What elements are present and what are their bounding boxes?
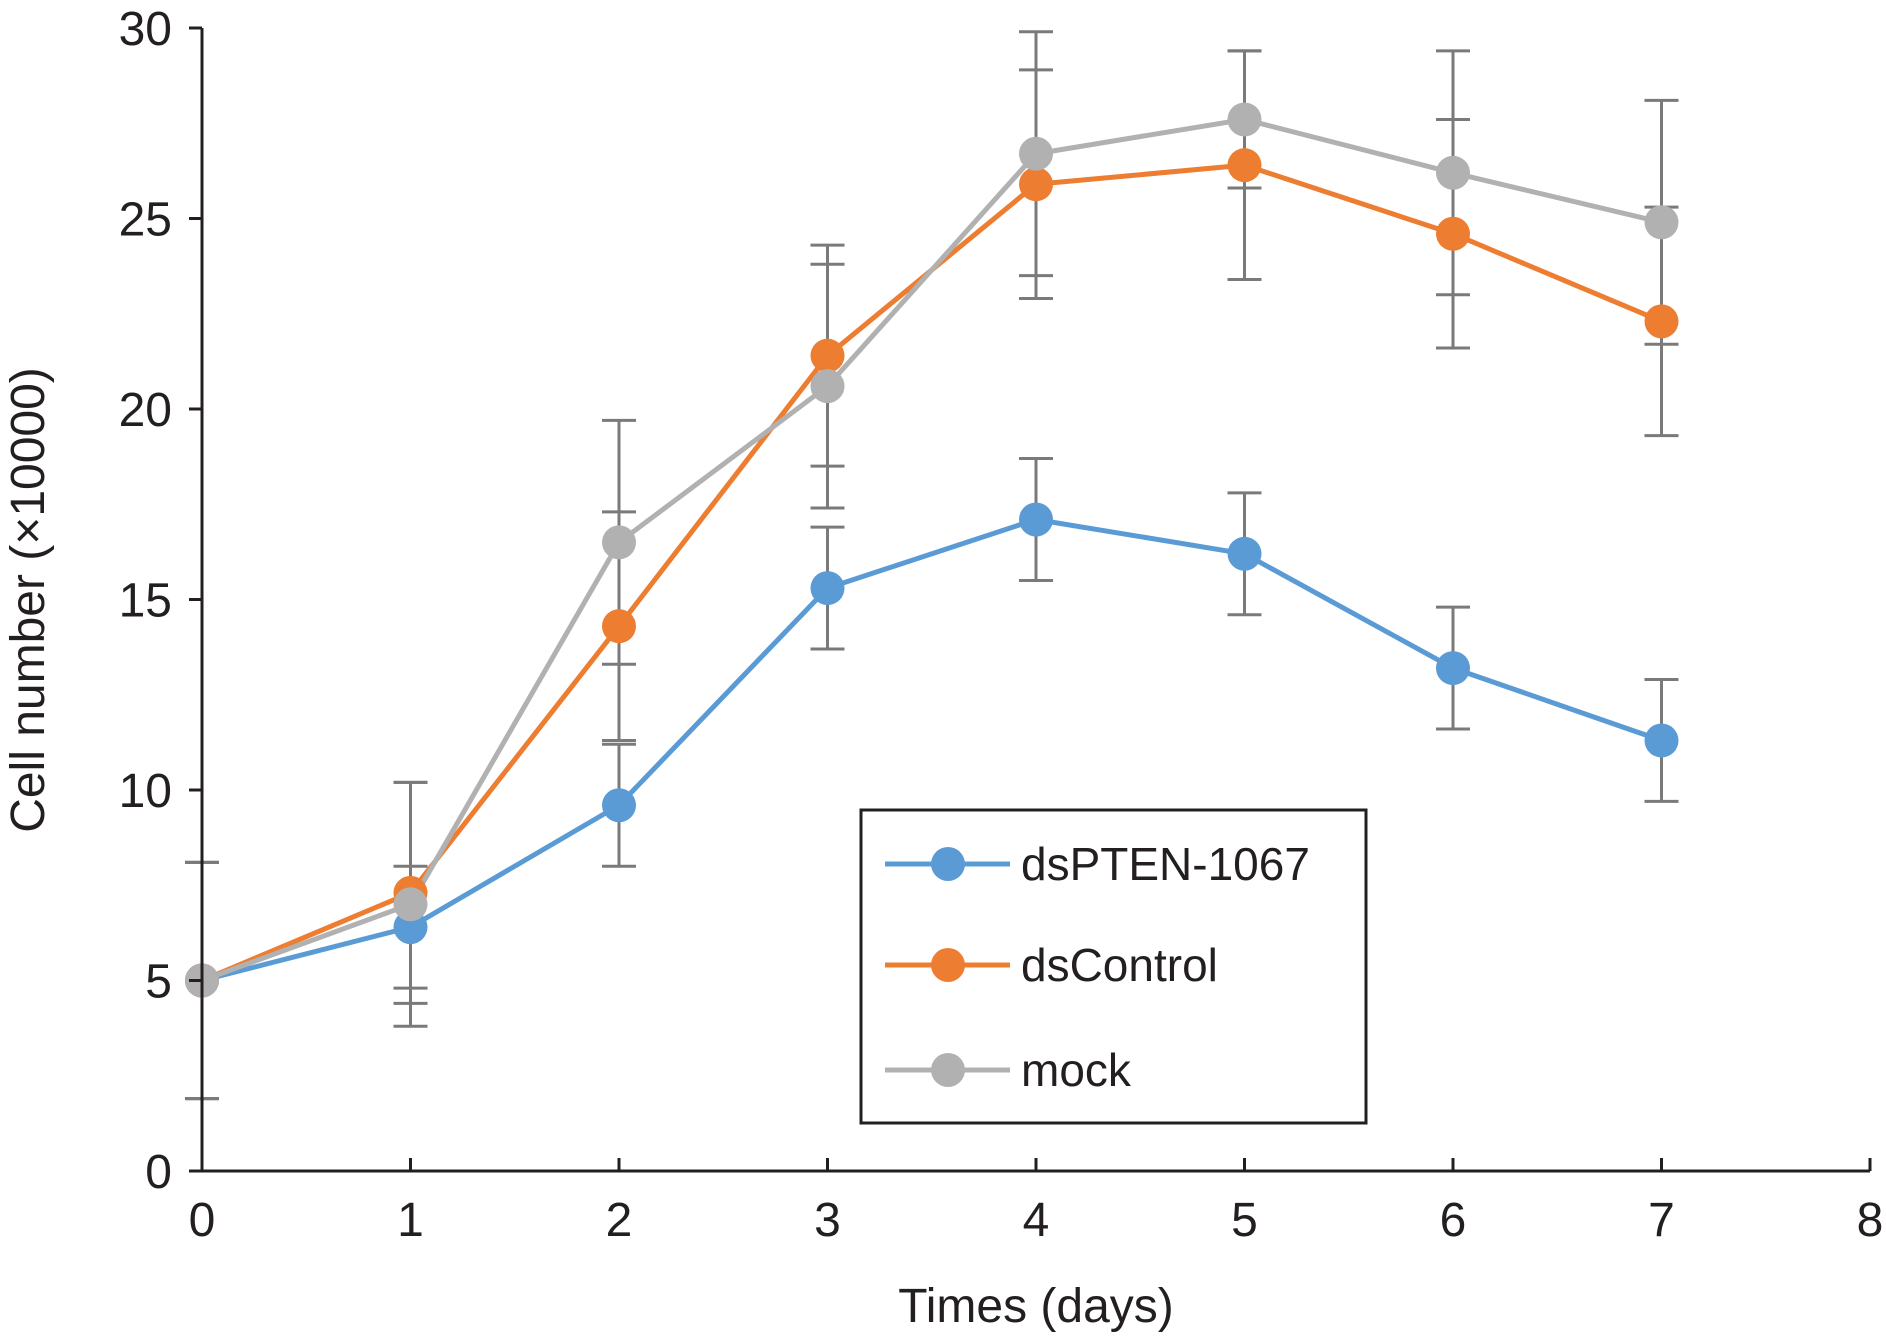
legend-item-dspten-1067: dsPTEN-1067	[885, 838, 1310, 890]
data-point-mock	[1227, 102, 1262, 137]
series-line-dspten-1067	[201, 516, 1663, 983]
y-tick-label: 5	[145, 956, 172, 1009]
x-tick-label: 4	[1023, 1194, 1050, 1247]
legend-marker	[931, 847, 965, 881]
data-point-mock	[1644, 205, 1679, 240]
x-tick-label: 0	[189, 1194, 216, 1247]
data-point-dscontrol	[810, 338, 845, 373]
x-tick-label: 2	[606, 1194, 633, 1247]
legend-label: dsPTEN-1067	[1021, 838, 1310, 890]
data-point-dspten-1067	[1644, 723, 1679, 758]
y-tick-label: 30	[119, 3, 172, 56]
data-point-mock	[602, 525, 636, 560]
x-tick-label: 6	[1440, 1194, 1467, 1247]
x-axis-title: Times (days)	[898, 1280, 1174, 1333]
data-point-dspten-1067	[1227, 536, 1262, 571]
y-axis-title: Cell number (×10000)	[2, 367, 55, 833]
x-tick-label: 8	[1857, 1194, 1884, 1247]
legend-marker	[931, 948, 965, 982]
data-point-mock	[1019, 136, 1053, 171]
x-tick-label: 3	[814, 1194, 841, 1247]
legend-label: dsControl	[1021, 939, 1218, 991]
series-line-mock	[201, 116, 1663, 983]
x-tick-label: 7	[1648, 1194, 1675, 1247]
data-point-dspten-1067	[602, 788, 636, 823]
data-point-dscontrol	[1436, 216, 1470, 251]
y-tick-label: 10	[119, 765, 172, 818]
data-point-mock	[810, 369, 845, 404]
data-point-dscontrol	[602, 609, 636, 644]
series-lines	[201, 116, 1663, 983]
legend-marker	[931, 1053, 965, 1087]
data-point-dspten-1067	[810, 571, 845, 606]
legend-item-dscontrol: dsControl	[885, 939, 1218, 991]
data-point-dspten-1067	[1436, 651, 1470, 686]
data-point-dscontrol	[1019, 167, 1053, 202]
series-markers	[185, 102, 1679, 998]
y-tick-label: 15	[119, 575, 172, 628]
x-tick-label: 1	[397, 1194, 424, 1247]
data-point-mock	[1436, 155, 1470, 190]
data-point-mock	[393, 887, 428, 922]
y-tick-label: 25	[119, 194, 172, 247]
x-tick-label: 5	[1231, 1194, 1258, 1247]
x-ticks: 0 1 2 3 4 5 6 7 8	[189, 1158, 1884, 1247]
y-tick-label: 20	[119, 384, 172, 437]
legend-item-mock: mock	[885, 1044, 1132, 1096]
data-point-dspten-1067	[1019, 502, 1053, 537]
legend-label: mock	[1021, 1044, 1132, 1096]
y-tick-label: 0	[145, 1146, 172, 1199]
legend: dsPTEN-1067 dsControl mock	[859, 808, 1368, 1125]
data-point-dscontrol	[1227, 148, 1262, 183]
y-ticks: 0 5 10 15 20 25 30	[119, 3, 202, 1199]
data-point-dscontrol	[1644, 304, 1679, 339]
